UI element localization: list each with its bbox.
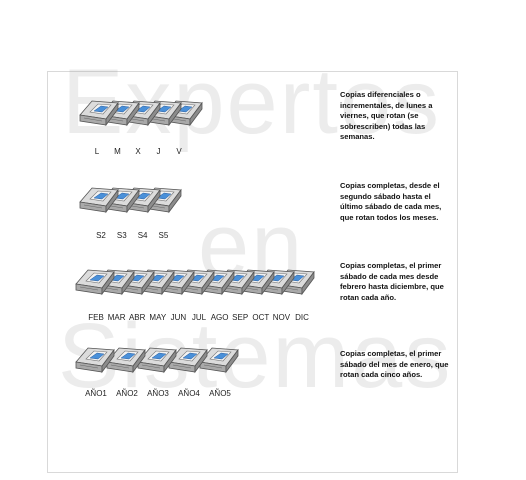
tape-label: M xyxy=(114,147,121,156)
tape-label: S2 xyxy=(96,231,106,240)
tape-label: ABR xyxy=(128,313,146,322)
backup-tape-icon xyxy=(167,344,209,376)
backup-tape-icon xyxy=(78,97,120,129)
tape-label: J xyxy=(156,147,161,156)
tape-label: X xyxy=(135,147,141,156)
backup-tape-icon xyxy=(136,344,178,376)
backup-tape-icon xyxy=(78,184,120,216)
tape-label: AGO xyxy=(210,313,229,322)
diagram-frame xyxy=(47,71,458,473)
tape-label: JUN xyxy=(170,313,187,322)
row-description: Copias diferenciales o incrementales, de… xyxy=(340,90,433,142)
tape-label: L xyxy=(94,147,100,156)
row-description: Copias completas, el primer sábado del m… xyxy=(340,349,449,380)
tape-label: DIC xyxy=(295,313,309,322)
tape-label: OCT xyxy=(252,313,270,322)
tape-label: AÑO5 xyxy=(209,389,231,398)
tape-label: AÑO4 xyxy=(178,389,200,398)
backup-tape-icon xyxy=(74,266,116,298)
backup-tape-icon xyxy=(105,344,147,376)
tape-label: S4 xyxy=(137,231,148,240)
tape-label: AÑO3 xyxy=(147,389,169,398)
row-description: Copias completas, el primer sábado de ca… xyxy=(340,261,444,302)
tape-label: AÑO2 xyxy=(116,389,138,398)
tape-label: NOV xyxy=(272,313,291,322)
row-description: Copias completas, desde el segundo sábad… xyxy=(340,181,442,222)
tape-label: MAY xyxy=(149,313,167,322)
tape-label: FEB xyxy=(88,313,104,322)
tape-label: SEP xyxy=(232,313,249,322)
tape-label: V xyxy=(176,147,182,156)
tape-label: AÑO1 xyxy=(85,389,107,398)
tape-label: JUL xyxy=(191,313,207,322)
tape-label: MAR xyxy=(107,313,126,322)
backup-tape-icon xyxy=(198,344,240,376)
tape-label: S3 xyxy=(116,231,127,240)
backup-tape-icon xyxy=(74,344,116,376)
tape-label: S5 xyxy=(158,231,169,240)
